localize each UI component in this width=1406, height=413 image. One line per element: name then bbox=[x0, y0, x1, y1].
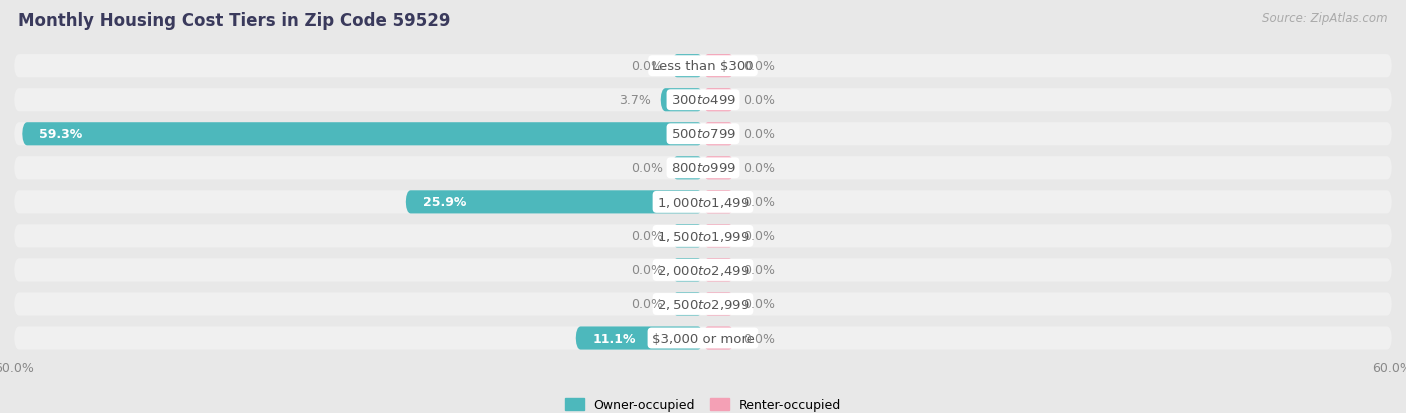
FancyBboxPatch shape bbox=[672, 55, 703, 78]
FancyBboxPatch shape bbox=[14, 89, 1392, 112]
Text: 0.0%: 0.0% bbox=[631, 60, 662, 73]
Text: 3.7%: 3.7% bbox=[620, 94, 651, 107]
FancyBboxPatch shape bbox=[703, 225, 734, 248]
FancyBboxPatch shape bbox=[703, 293, 734, 316]
FancyBboxPatch shape bbox=[14, 191, 1392, 214]
Text: $3,000 or more: $3,000 or more bbox=[651, 332, 755, 345]
FancyBboxPatch shape bbox=[703, 157, 734, 180]
Legend: Owner-occupied, Renter-occupied: Owner-occupied, Renter-occupied bbox=[560, 393, 846, 413]
FancyBboxPatch shape bbox=[703, 123, 734, 146]
Text: 0.0%: 0.0% bbox=[631, 264, 662, 277]
Text: Monthly Housing Cost Tiers in Zip Code 59529: Monthly Housing Cost Tiers in Zip Code 5… bbox=[18, 12, 451, 30]
FancyBboxPatch shape bbox=[672, 225, 703, 248]
Text: 0.0%: 0.0% bbox=[744, 332, 775, 345]
Text: Less than $300: Less than $300 bbox=[652, 60, 754, 73]
Text: $2,000 to $2,499: $2,000 to $2,499 bbox=[657, 263, 749, 277]
FancyBboxPatch shape bbox=[14, 259, 1392, 282]
Text: 0.0%: 0.0% bbox=[744, 298, 775, 311]
FancyBboxPatch shape bbox=[672, 293, 703, 316]
Text: $300 to $499: $300 to $499 bbox=[671, 94, 735, 107]
FancyBboxPatch shape bbox=[703, 259, 734, 282]
FancyBboxPatch shape bbox=[703, 191, 734, 214]
Text: 0.0%: 0.0% bbox=[744, 162, 775, 175]
Text: 0.0%: 0.0% bbox=[744, 230, 775, 243]
Text: 0.0%: 0.0% bbox=[744, 264, 775, 277]
Text: 0.0%: 0.0% bbox=[744, 60, 775, 73]
FancyBboxPatch shape bbox=[703, 327, 734, 350]
FancyBboxPatch shape bbox=[14, 157, 1392, 180]
Text: $500 to $799: $500 to $799 bbox=[671, 128, 735, 141]
Text: 0.0%: 0.0% bbox=[744, 196, 775, 209]
Text: 0.0%: 0.0% bbox=[744, 128, 775, 141]
FancyBboxPatch shape bbox=[703, 89, 734, 112]
Text: 11.1%: 11.1% bbox=[593, 332, 637, 345]
Text: 0.0%: 0.0% bbox=[631, 298, 662, 311]
Text: $2,500 to $2,999: $2,500 to $2,999 bbox=[657, 297, 749, 311]
FancyBboxPatch shape bbox=[14, 293, 1392, 316]
Text: $1,500 to $1,999: $1,500 to $1,999 bbox=[657, 229, 749, 243]
FancyBboxPatch shape bbox=[661, 89, 703, 112]
FancyBboxPatch shape bbox=[405, 191, 703, 214]
FancyBboxPatch shape bbox=[14, 327, 1392, 350]
Text: 59.3%: 59.3% bbox=[39, 128, 83, 141]
Text: 0.0%: 0.0% bbox=[631, 230, 662, 243]
FancyBboxPatch shape bbox=[14, 225, 1392, 248]
FancyBboxPatch shape bbox=[14, 55, 1392, 78]
Text: 25.9%: 25.9% bbox=[423, 196, 467, 209]
FancyBboxPatch shape bbox=[575, 327, 703, 350]
Text: 0.0%: 0.0% bbox=[631, 162, 662, 175]
FancyBboxPatch shape bbox=[14, 123, 1392, 146]
Text: Source: ZipAtlas.com: Source: ZipAtlas.com bbox=[1263, 12, 1388, 25]
FancyBboxPatch shape bbox=[672, 259, 703, 282]
Text: $1,000 to $1,499: $1,000 to $1,499 bbox=[657, 195, 749, 209]
Text: $800 to $999: $800 to $999 bbox=[671, 162, 735, 175]
FancyBboxPatch shape bbox=[703, 55, 734, 78]
FancyBboxPatch shape bbox=[22, 123, 703, 146]
Text: 0.0%: 0.0% bbox=[744, 94, 775, 107]
FancyBboxPatch shape bbox=[672, 157, 703, 180]
